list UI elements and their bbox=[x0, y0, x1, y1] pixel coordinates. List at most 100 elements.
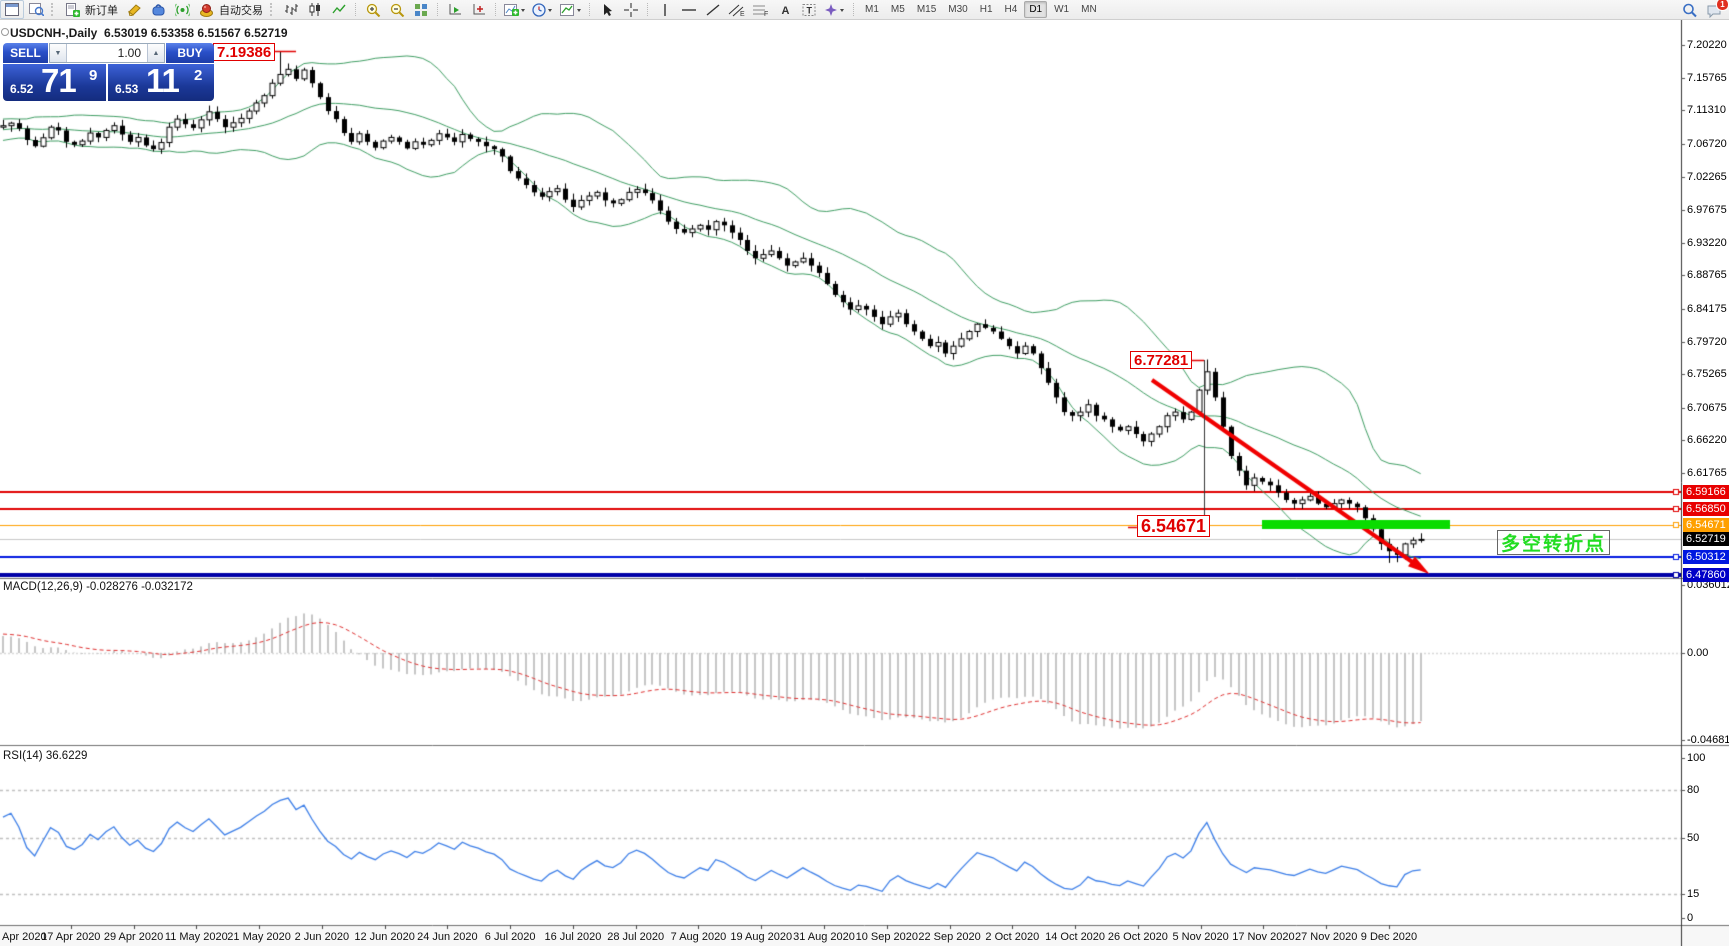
channel-tool-icon[interactable]: E bbox=[725, 0, 749, 19]
y-axis-tick: 7.20220 bbox=[1687, 39, 1727, 51]
period-clock-icon[interactable] bbox=[529, 0, 557, 19]
date-axis-label: 24 Jun 2020 bbox=[417, 931, 478, 943]
auto-scroll-icon[interactable] bbox=[467, 0, 491, 19]
tab-m30[interactable]: M30 bbox=[948, 4, 968, 15]
tab-h1[interactable]: H1 bbox=[979, 4, 993, 15]
date-axis-label: 10 Sep 2020 bbox=[855, 931, 918, 943]
one-click-trading-panel: SELL ▼ 1.00 ▲ BUY 6.52 71 9 6.53 11 2 bbox=[3, 43, 214, 101]
template-icon[interactable] bbox=[557, 0, 585, 19]
y-axis-tick: 7.02265 bbox=[1687, 170, 1727, 183]
add-indicator-icon[interactable] bbox=[501, 0, 529, 19]
svg-text:A: A bbox=[781, 5, 789, 17]
tab-m5[interactable]: M5 bbox=[890, 4, 905, 15]
turning-point-note[interactable]: 多空转折点 bbox=[1497, 530, 1610, 555]
tab-d1[interactable]: D1 bbox=[1024, 1, 1048, 18]
new-chart-window-icon[interactable] bbox=[0, 0, 24, 19]
buy-button[interactable]: BUY bbox=[166, 43, 214, 63]
date-axis-label: 12 Jun 2020 bbox=[354, 931, 415, 943]
rsi-axis-tick: 50 bbox=[1687, 832, 1700, 844]
volume-value[interactable]: 1.00 bbox=[117, 46, 141, 60]
vertical-line-tool-icon[interactable] bbox=[653, 0, 677, 19]
buy-price-small: 6.53 bbox=[115, 82, 139, 96]
auto-trading-label[interactable]: 自动交易 bbox=[219, 4, 263, 17]
volume-stepper: ▼ 1.00 ▲ bbox=[49, 43, 165, 63]
price-line-label: 6.54671 bbox=[1683, 518, 1729, 533]
date-axis-label: 11 May 2020 bbox=[164, 931, 228, 943]
zoom-in-icon[interactable] bbox=[361, 0, 385, 19]
trendline-tool-icon[interactable] bbox=[701, 0, 725, 19]
date-axis-label: 27 Nov 2020 bbox=[1294, 931, 1358, 943]
candlestick-mode-icon[interactable] bbox=[303, 0, 327, 19]
rsi-axis-tick: 80 bbox=[1687, 784, 1700, 796]
rsi-axis-tick: 100 bbox=[1687, 752, 1706, 764]
y-axis-tick: 6.66220 bbox=[1687, 434, 1727, 447]
macd-label: MACD(12,26,9) -0.028276 -0.032172 bbox=[3, 581, 193, 593]
macd-axis-tick: 0.036012 bbox=[1687, 579, 1729, 591]
tile-windows-icon[interactable] bbox=[409, 0, 433, 19]
fibonacci-tool-icon[interactable]: F bbox=[749, 0, 773, 19]
sell-price-panel[interactable]: 6.52 71 9 bbox=[3, 62, 106, 101]
tab-m15[interactable]: M15 bbox=[916, 4, 937, 15]
horizontal-line-tool-icon[interactable] bbox=[677, 0, 701, 19]
arrows-tool-icon[interactable] bbox=[821, 0, 849, 19]
price-label-6-77281[interactable]: 6.77281 bbox=[1130, 351, 1193, 370]
new-order-label[interactable]: 新订单 bbox=[85, 4, 118, 17]
sell-price-big: 71 bbox=[41, 62, 77, 99]
cursor-icon[interactable] bbox=[595, 0, 619, 19]
mailbox-icon[interactable] bbox=[146, 0, 170, 19]
tab-h4[interactable]: H4 bbox=[1004, 4, 1018, 15]
date-axis-label: 5 Nov 2020 bbox=[1172, 931, 1229, 943]
text-tool-icon[interactable]: A bbox=[773, 0, 797, 19]
y-axis-tick: 6.75265 bbox=[1687, 368, 1727, 381]
line-chart-mode-icon[interactable] bbox=[327, 0, 351, 19]
rsi-label: RSI(14) 36.6229 bbox=[3, 750, 88, 762]
date-axis-label: 28 Jul 2020 bbox=[607, 931, 665, 943]
date-axis-label: 6 Jul 2020 bbox=[484, 931, 536, 943]
search-icon[interactable] bbox=[1678, 1, 1702, 20]
chart-preview-icon[interactable] bbox=[24, 0, 48, 19]
date-axis-label: 31 Aug 2020 bbox=[793, 931, 855, 943]
volume-down-button[interactable]: ▼ bbox=[50, 44, 67, 62]
svg-text:E: E bbox=[740, 11, 745, 17]
date-axis-label: 22 Sep 2020 bbox=[918, 931, 981, 943]
chart-shift-icon[interactable] bbox=[443, 0, 467, 19]
zoom-out-icon[interactable] bbox=[385, 0, 409, 19]
chart-corner-icon bbox=[1, 28, 9, 36]
date-axis-label: 9 Dec 2020 bbox=[1360, 931, 1418, 943]
date-axis-label: 21 May 2020 bbox=[227, 931, 291, 943]
macd-axis-tick: -0.046815 bbox=[1687, 734, 1729, 746]
price-label-support[interactable]: 6.54671 bbox=[1137, 515, 1211, 538]
tab-w1[interactable]: W1 bbox=[1054, 4, 1070, 15]
price-line-label: 6.47860 bbox=[1683, 567, 1729, 582]
date-axis-label: 16 Jul 2020 bbox=[544, 931, 602, 943]
crosshair-icon[interactable] bbox=[619, 0, 643, 19]
tab-mn[interactable]: MN bbox=[1081, 4, 1097, 15]
date-axis-label: 26 Oct 2020 bbox=[1107, 931, 1168, 943]
date-axis-label: 17 Nov 2020 bbox=[1232, 931, 1295, 943]
date-axis-label: 29 Apr 2020 bbox=[103, 931, 164, 943]
auto-trading-icon[interactable] bbox=[194, 0, 218, 19]
y-axis-tick: 7.15765 bbox=[1687, 71, 1727, 84]
price-line-label: 6.56850 bbox=[1683, 502, 1729, 517]
notifications-icon[interactable]: 1 bbox=[1702, 0, 1729, 20]
new-order-icon[interactable] bbox=[60, 0, 84, 19]
rsi-axis-tick: 15 bbox=[1687, 888, 1700, 900]
toolbar: 新订单 自动交易 E F A T M1 M5 M15 bbox=[0, 0, 1729, 20]
chisel-tool-icon[interactable] bbox=[122, 0, 146, 19]
price-line-label: 6.59166 bbox=[1683, 485, 1729, 500]
y-axis-tick: 6.61765 bbox=[1687, 467, 1727, 480]
date-axis-label: 19 Aug 2020 bbox=[730, 931, 793, 943]
signal-icon[interactable] bbox=[170, 0, 194, 19]
buy-price-big: 11 bbox=[146, 62, 180, 99]
volume-up-button[interactable]: ▲ bbox=[147, 44, 164, 62]
text-label-tool-icon[interactable]: T bbox=[797, 0, 821, 19]
bar-chart-mode-icon[interactable] bbox=[279, 0, 303, 19]
buy-price-panel[interactable]: 6.53 11 2 bbox=[108, 62, 214, 101]
date-axis-label: 14 Oct 2020 bbox=[1045, 931, 1106, 943]
y-axis-tick: 7.06720 bbox=[1687, 137, 1727, 150]
tab-m1[interactable]: M1 bbox=[865, 4, 879, 15]
sell-button[interactable]: SELL bbox=[3, 43, 48, 63]
price-label-high[interactable]: 7.19386 bbox=[213, 43, 276, 62]
